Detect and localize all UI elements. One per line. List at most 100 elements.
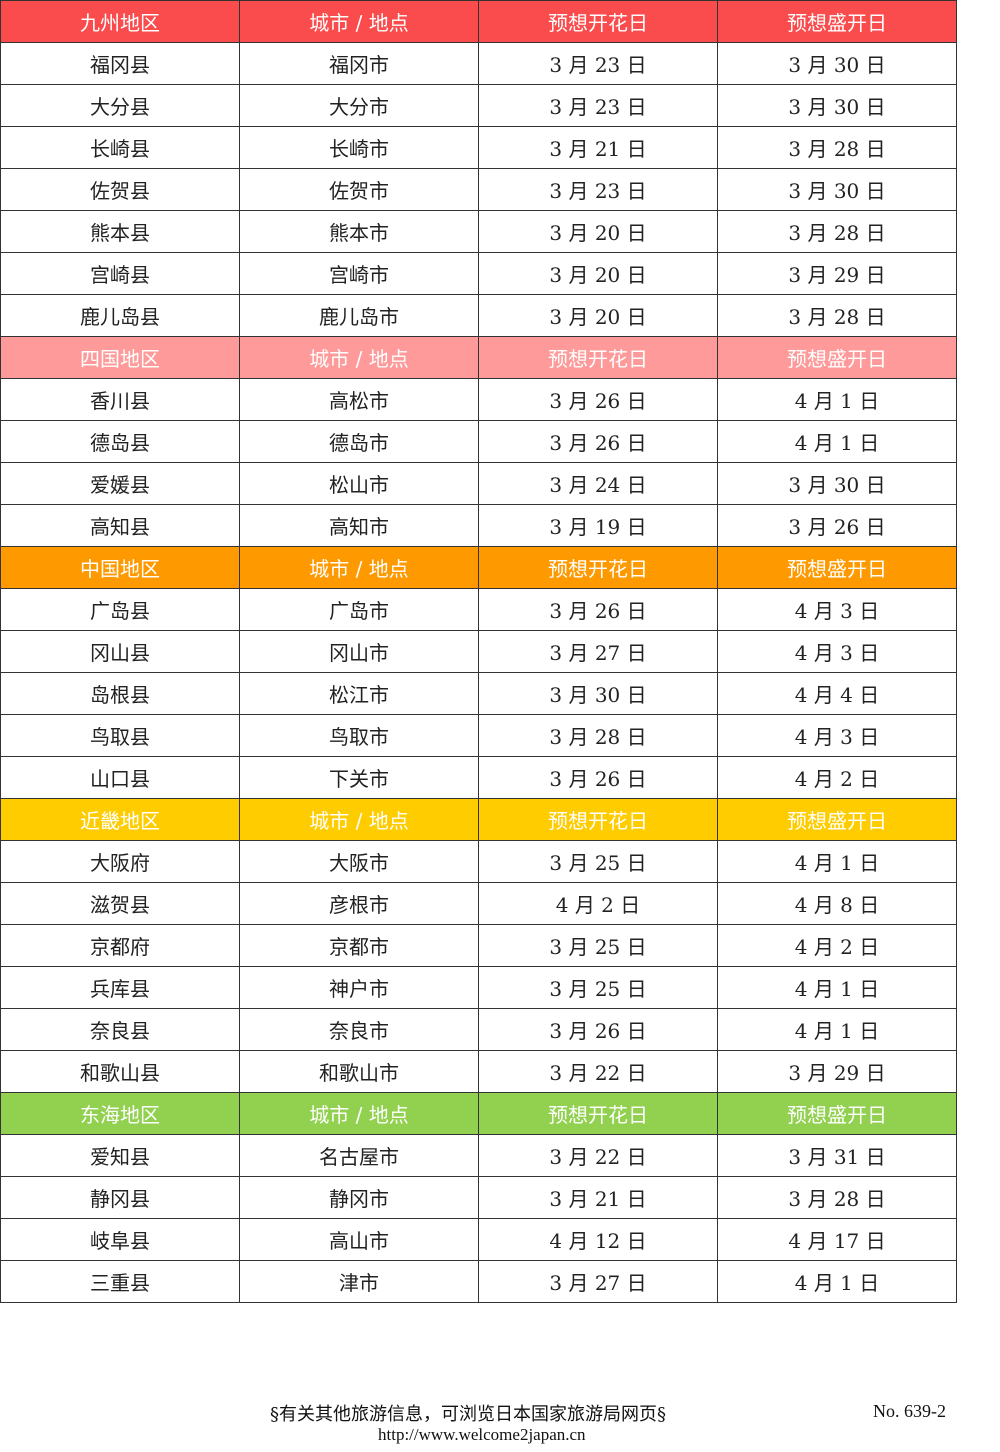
- city-cell: 冈山市: [239, 630, 479, 673]
- full-bloom-date-cell: 4 月 17 日: [717, 1218, 957, 1261]
- prefecture-cell: 大阪府: [0, 840, 240, 883]
- bloom-date-cell: 3 月 23 日: [478, 168, 718, 211]
- full-bloom-date-cell: 3 月 30 日: [717, 42, 957, 85]
- prefecture-cell: 长崎县: [0, 126, 240, 169]
- city-cell: 高松市: [239, 378, 479, 421]
- prefecture-cell: 京都府: [0, 924, 240, 967]
- full-bloom-date-cell: 4 月 1 日: [717, 1008, 957, 1051]
- bloom-date-cell: 3 月 22 日: [478, 1134, 718, 1177]
- bloom-date-cell: 3 月 26 日: [478, 420, 718, 463]
- column-header: 城市 / 地点: [239, 1092, 479, 1135]
- full-bloom-date-cell: 4 月 3 日: [717, 714, 957, 757]
- city-cell: 鸟取市: [239, 714, 479, 757]
- full-bloom-date-cell: 3 月 28 日: [717, 1176, 957, 1219]
- city-cell: 京都市: [239, 924, 479, 967]
- prefecture-cell: 福冈县: [0, 42, 240, 85]
- prefecture-cell: 鸟取县: [0, 714, 240, 757]
- prefecture-cell: 兵库县: [0, 966, 240, 1009]
- column-header: 城市 / 地点: [239, 336, 479, 379]
- prefecture-cell: 奈良县: [0, 1008, 240, 1051]
- prefecture-cell: 静冈县: [0, 1176, 240, 1219]
- prefecture-cell: 三重县: [0, 1260, 240, 1303]
- prefecture-cell: 爱知县: [0, 1134, 240, 1177]
- city-cell: 奈良市: [239, 1008, 479, 1051]
- city-cell: 名古屋市: [239, 1134, 479, 1177]
- column-header: 预想盛开日: [717, 546, 957, 589]
- region-header-row: 中国地区 城市 / 地点 预想开花日 预想盛开日: [0, 546, 957, 589]
- bloom-date-cell: 3 月 19 日: [478, 504, 718, 547]
- city-cell: 高知市: [239, 504, 479, 547]
- region-name: 近畿地区: [0, 798, 240, 841]
- region-name: 四国地区: [0, 336, 240, 379]
- city-cell: 和歌山市: [239, 1050, 479, 1093]
- city-cell: 德岛市: [239, 420, 479, 463]
- full-bloom-date-cell: 4 月 4 日: [717, 672, 957, 715]
- city-cell: 彦根市: [239, 882, 479, 925]
- column-header: 城市 / 地点: [239, 0, 479, 43]
- column-header: 预想开花日: [478, 798, 718, 841]
- city-cell: 福冈市: [239, 42, 479, 85]
- city-cell: 鹿儿岛市: [239, 294, 479, 337]
- prefecture-cell: 高知县: [0, 504, 240, 547]
- prefecture-cell: 岛根县: [0, 672, 240, 715]
- bloom-date-cell: 3 月 27 日: [478, 630, 718, 673]
- full-bloom-date-cell: 4 月 1 日: [717, 966, 957, 1009]
- bloom-date-cell: 3 月 21 日: [478, 1176, 718, 1219]
- footer-url[interactable]: http://www.welcome2japan.cn: [378, 1425, 586, 1444]
- prefecture-cell: 佐贺县: [0, 168, 240, 211]
- column-header: 城市 / 地点: [239, 798, 479, 841]
- prefecture-cell: 大分县: [0, 84, 240, 127]
- full-bloom-date-cell: 4 月 2 日: [717, 756, 957, 799]
- column-header: 预想开花日: [478, 336, 718, 379]
- city-cell: 下关市: [239, 756, 479, 799]
- bloom-date-cell: 3 月 26 日: [478, 1008, 718, 1051]
- full-bloom-date-cell: 4 月 3 日: [717, 588, 957, 631]
- full-bloom-date-cell: 4 月 2 日: [717, 924, 957, 967]
- prefecture-cell: 香川县: [0, 378, 240, 421]
- bloom-date-cell: 3 月 20 日: [478, 252, 718, 295]
- column-header: 预想盛开日: [717, 798, 957, 841]
- bloom-date-cell: 4 月 2 日: [478, 882, 718, 925]
- footer-note: §有关其他旅游信息，可浏览日本国家旅游局网页§: [270, 1404, 666, 1425]
- full-bloom-date-cell: 4 月 1 日: [717, 420, 957, 463]
- bloom-date-cell: 4 月 12 日: [478, 1218, 718, 1261]
- full-bloom-date-cell: 3 月 30 日: [717, 84, 957, 127]
- full-bloom-date-cell: 3 月 30 日: [717, 462, 957, 505]
- full-bloom-date-cell: 4 月 1 日: [717, 1260, 957, 1303]
- bloom-date-cell: 3 月 20 日: [478, 210, 718, 253]
- bloom-date-cell: 3 月 23 日: [478, 84, 718, 127]
- bloom-date-cell: 3 月 26 日: [478, 588, 718, 631]
- region-header-row: 东海地区 城市 / 地点 预想开花日 预想盛开日: [0, 1092, 957, 1135]
- prefecture-cell: 滋贺县: [0, 882, 240, 925]
- bloom-date-cell: 3 月 23 日: [478, 42, 718, 85]
- prefecture-cell: 宫崎县: [0, 252, 240, 295]
- bloom-date-cell: 3 月 30 日: [478, 672, 718, 715]
- region-name: 中国地区: [0, 546, 240, 589]
- city-cell: 佐贺市: [239, 168, 479, 211]
- city-cell: 松山市: [239, 462, 479, 505]
- full-bloom-date-cell: 3 月 31 日: [717, 1134, 957, 1177]
- prefecture-cell: 鹿儿岛县: [0, 294, 240, 337]
- bloom-date-cell: 3 月 26 日: [478, 378, 718, 421]
- bloom-date-cell: 3 月 28 日: [478, 714, 718, 757]
- full-bloom-date-cell: 3 月 28 日: [717, 210, 957, 253]
- full-bloom-date-cell: 4 月 3 日: [717, 630, 957, 673]
- page-number: No. 639-2: [873, 1401, 946, 1421]
